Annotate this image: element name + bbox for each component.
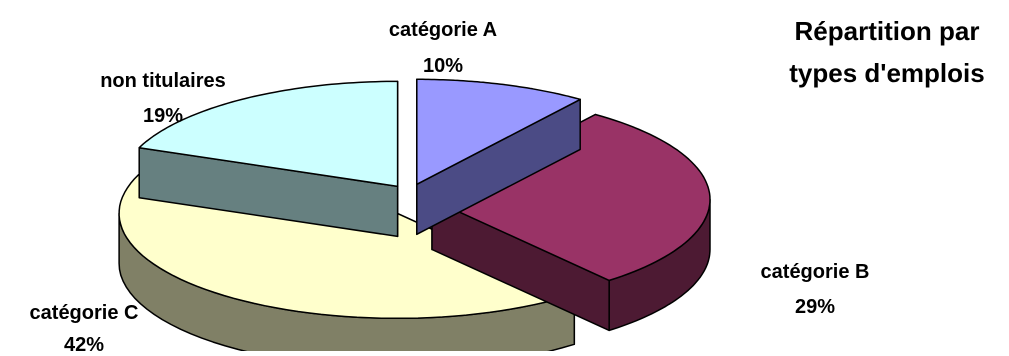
slice-label-categorie-a: catégorie A bbox=[389, 19, 497, 41]
slice-percent-categorie-a: 10% bbox=[423, 55, 463, 77]
slice-label-categorie-c: catégorie C bbox=[30, 302, 139, 324]
slice-percent-categorie-b: 29% bbox=[795, 296, 835, 318]
slice-label-categorie-b: catégorie B bbox=[761, 261, 870, 283]
slice-label-non-titulaires: non titulaires bbox=[100, 70, 226, 92]
chart-title-line-2: types d'emplois bbox=[789, 58, 984, 88]
slice-percent-non-titulaires: 19% bbox=[143, 105, 183, 127]
slice-top-categorie-a bbox=[416, 78, 581, 186]
slices-layer bbox=[118, 78, 711, 356]
slice-categorie-b bbox=[431, 113, 711, 332]
slice-percent-categorie-c: 42% bbox=[64, 334, 104, 351]
labels-layer: Répartition par types d'emplois catégori… bbox=[30, 16, 985, 356]
slice-top-categorie-b bbox=[431, 113, 711, 282]
slice-top-non-titulaires bbox=[138, 80, 399, 188]
slice-non-titulaires bbox=[138, 80, 399, 238]
chart-title-line-1: Répartition par bbox=[795, 16, 980, 46]
slice-categorie-a bbox=[416, 78, 581, 236]
